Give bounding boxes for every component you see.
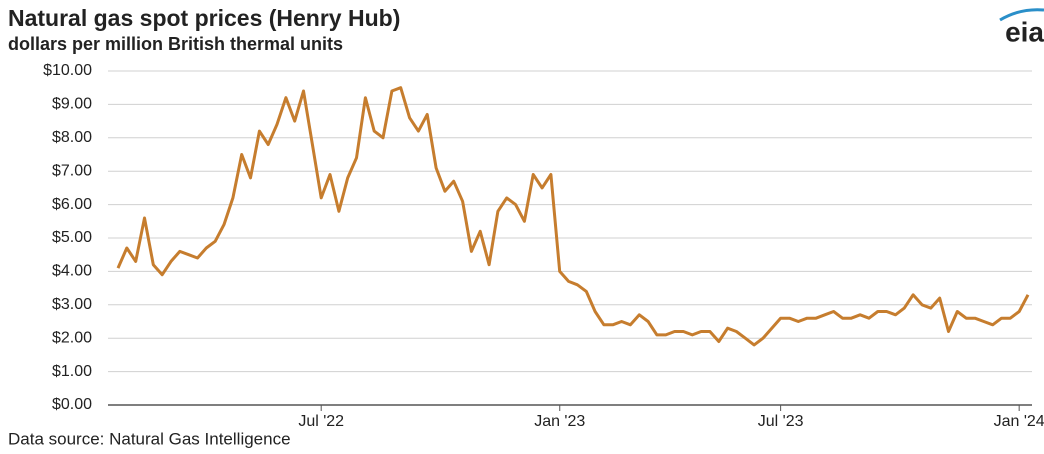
y-tick-label: $5.00	[52, 229, 92, 246]
y-tick-label: $3.00	[52, 296, 92, 313]
x-tick-label: Jul '23	[758, 413, 804, 430]
y-tick-label: $10.00	[43, 62, 92, 79]
logo: eia	[1005, 16, 1044, 47]
y-tick-label: $4.00	[52, 263, 92, 280]
chart-title: Natural gas spot prices (Henry Hub)	[8, 5, 400, 31]
y-tick-label: $9.00	[52, 96, 92, 113]
y-tick-label: $8.00	[52, 129, 92, 146]
logo-swoosh	[999, 8, 1044, 22]
x-tick-label: Jul '22	[298, 413, 344, 430]
y-tick-label: $2.00	[52, 329, 92, 346]
y-tick-label: $1.00	[52, 363, 92, 380]
source-note: Data source: Natural Gas Intelligence	[8, 429, 291, 448]
y-tick-label: $7.00	[52, 162, 92, 179]
y-tick-label: $6.00	[52, 196, 92, 213]
x-tick-label: Jan '23	[534, 413, 585, 430]
x-tick-label: Jan '24	[994, 413, 1044, 430]
price-line	[116, 86, 1030, 347]
y-tick-label: $0.00	[52, 396, 92, 413]
chart-subtitle: dollars per million British thermal unit…	[8, 34, 343, 54]
